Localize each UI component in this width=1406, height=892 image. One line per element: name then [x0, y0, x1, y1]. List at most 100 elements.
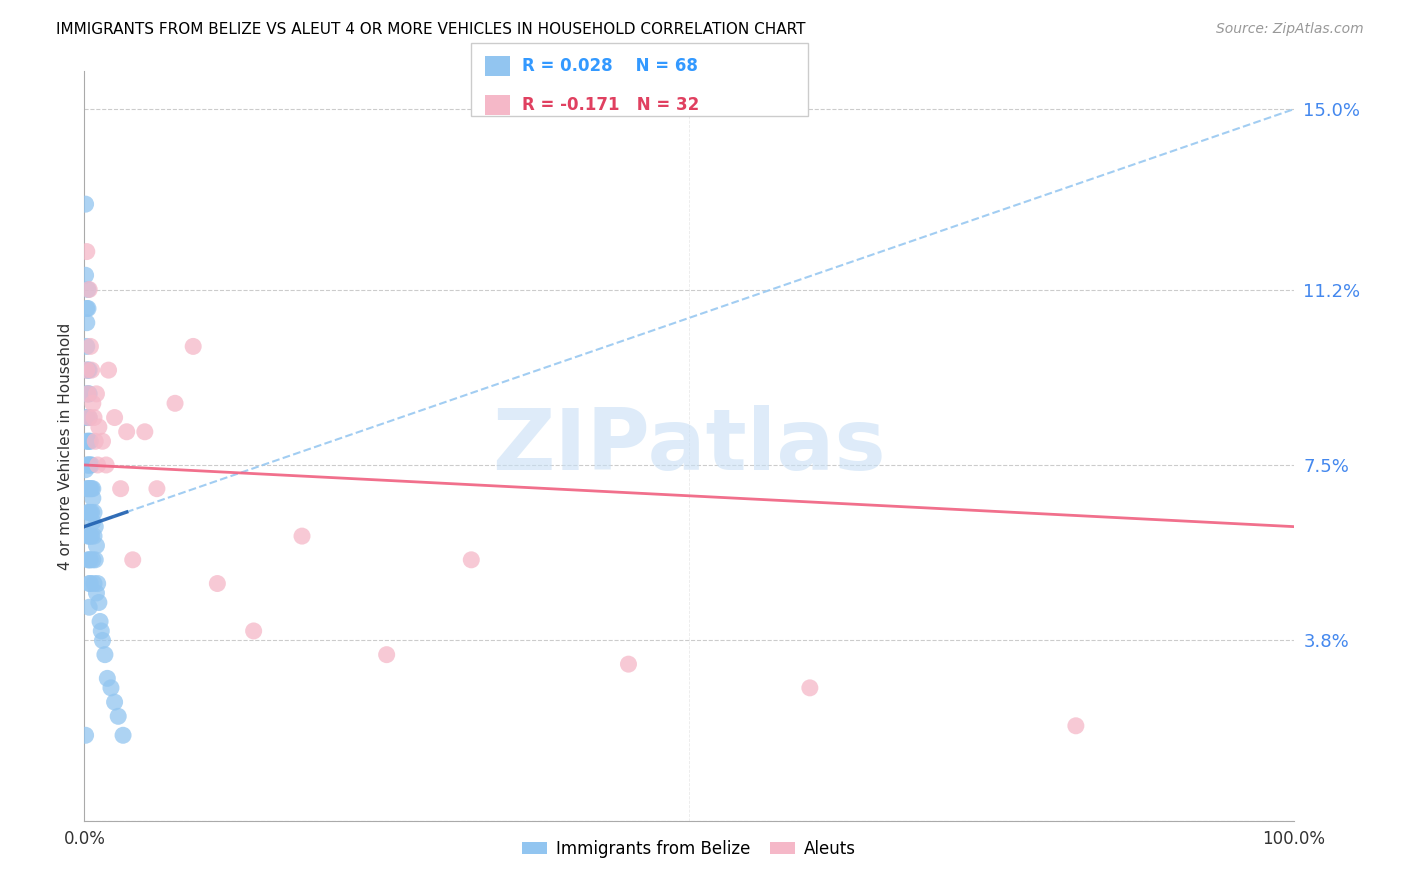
Point [77, 283, 100, 297]
Point [77, 410, 100, 425]
Point [80, 458, 103, 472]
Point [79, 553, 101, 567]
Point [86, 458, 108, 472]
Point [291, 529, 314, 543]
Point [79, 529, 101, 543]
Point [77, 458, 100, 472]
Point [84, 519, 107, 533]
Point [76, 363, 98, 377]
Text: R = -0.171   N = 32: R = -0.171 N = 32 [522, 96, 699, 114]
Point [83, 410, 105, 425]
Point [76, 410, 98, 425]
Point [77, 458, 100, 472]
Point [121, 553, 143, 567]
Point [80, 529, 103, 543]
Point [83, 529, 105, 543]
Point [76, 301, 98, 316]
Point [460, 553, 482, 567]
Point [83, 576, 105, 591]
Point [77, 553, 100, 567]
Point [77, 387, 100, 401]
Point [82, 515, 104, 529]
Point [181, 339, 204, 353]
Point [165, 396, 187, 410]
Text: R = 0.028    N = 68: R = 0.028 N = 68 [522, 57, 697, 75]
Point [79, 434, 101, 449]
Text: IMMIGRANTS FROM BELIZE VS ALEUT 4 OR MORE VEHICLES IN HOUSEHOLD CORRELATION CHAR: IMMIGRANTS FROM BELIZE VS ALEUT 4 OR MOR… [56, 22, 806, 37]
Point [79, 458, 101, 472]
Point [79, 576, 101, 591]
Point [82, 482, 104, 496]
Point [87, 595, 110, 609]
Legend: Immigrants from Belize, Aleuts: Immigrants from Belize, Aleuts [516, 833, 862, 864]
Point [77, 387, 100, 401]
Point [96, 672, 118, 686]
Point [77, 283, 100, 297]
Point [91, 633, 114, 648]
Point [104, 410, 127, 425]
Point [77, 600, 100, 615]
Point [79, 339, 101, 353]
Point [112, 728, 135, 742]
Point [134, 425, 156, 439]
Point [77, 482, 100, 496]
Point [77, 363, 100, 377]
Point [1064, 719, 1087, 733]
Point [242, 624, 264, 638]
Point [83, 505, 105, 519]
Point [90, 624, 112, 638]
Point [76, 387, 98, 401]
Point [75, 268, 97, 283]
Point [94, 648, 117, 662]
Point [207, 576, 229, 591]
Text: ZIPatlas: ZIPatlas [492, 404, 886, 488]
Point [80, 505, 103, 519]
Point [97, 363, 120, 377]
Point [91, 434, 114, 449]
Point [146, 482, 169, 496]
Point [75, 463, 97, 477]
Point [82, 396, 104, 410]
Point [79, 482, 101, 496]
Point [76, 458, 98, 472]
Point [77, 363, 100, 377]
Point [77, 434, 100, 449]
Point [76, 244, 98, 259]
Point [89, 615, 111, 629]
Point [617, 657, 640, 672]
Point [76, 363, 98, 377]
Point [110, 482, 132, 496]
Point [80, 482, 103, 496]
Point [94, 458, 117, 472]
Point [87, 420, 110, 434]
Point [76, 339, 98, 353]
Point [80, 363, 103, 377]
Point [799, 681, 821, 695]
Point [86, 539, 108, 553]
Point [77, 482, 100, 496]
Point [77, 505, 100, 519]
Text: Source: ZipAtlas.com: Source: ZipAtlas.com [1216, 22, 1364, 37]
Point [82, 553, 104, 567]
Point [375, 648, 398, 662]
Point [75, 197, 97, 211]
Point [76, 482, 98, 496]
Point [76, 434, 98, 449]
Point [77, 387, 100, 401]
Point [77, 410, 100, 425]
Point [107, 709, 129, 723]
Point [86, 586, 108, 600]
Point [75, 728, 97, 742]
Y-axis label: 4 or more Vehicles in Household: 4 or more Vehicles in Household [58, 322, 73, 570]
Point [100, 681, 122, 695]
Point [77, 505, 100, 519]
Point [77, 529, 100, 543]
Point [77, 434, 100, 449]
Point [76, 316, 98, 330]
Point [77, 576, 100, 591]
Point [79, 505, 101, 519]
Point [82, 491, 104, 505]
Point [86, 576, 108, 591]
Point [84, 434, 107, 449]
Point [77, 410, 100, 425]
